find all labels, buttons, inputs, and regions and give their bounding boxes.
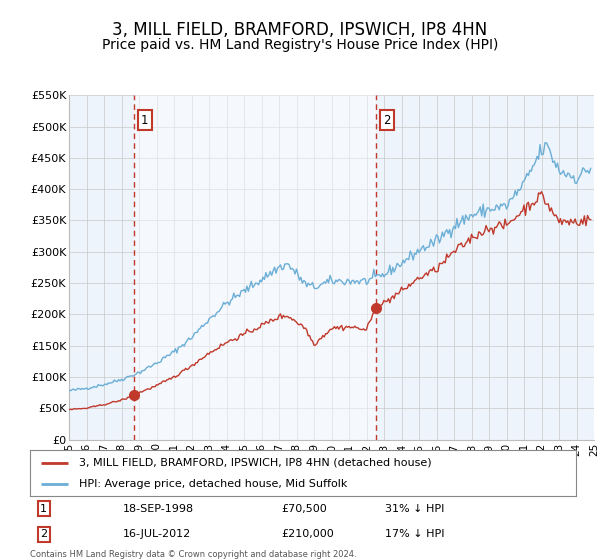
- Text: 18-SEP-1998: 18-SEP-1998: [123, 504, 194, 514]
- Text: 16-JUL-2012: 16-JUL-2012: [123, 529, 191, 539]
- Text: 31% ↓ HPI: 31% ↓ HPI: [385, 504, 444, 514]
- Text: Contains HM Land Registry data © Crown copyright and database right 2024.
This d: Contains HM Land Registry data © Crown c…: [30, 550, 356, 560]
- Text: 2: 2: [40, 529, 47, 539]
- Text: £210,000: £210,000: [281, 529, 334, 539]
- Text: 1: 1: [40, 504, 47, 514]
- Text: 3, MILL FIELD, BRAMFORD, IPSWICH, IP8 4HN (detached house): 3, MILL FIELD, BRAMFORD, IPSWICH, IP8 4H…: [79, 458, 432, 468]
- Text: 2: 2: [383, 114, 391, 127]
- Text: 17% ↓ HPI: 17% ↓ HPI: [385, 529, 445, 539]
- Text: £70,500: £70,500: [281, 504, 327, 514]
- Text: 1: 1: [141, 114, 149, 127]
- Text: HPI: Average price, detached house, Mid Suffolk: HPI: Average price, detached house, Mid …: [79, 479, 347, 489]
- Text: 3, MILL FIELD, BRAMFORD, IPSWICH, IP8 4HN: 3, MILL FIELD, BRAMFORD, IPSWICH, IP8 4H…: [112, 21, 488, 39]
- Bar: [134, 95, 376, 440]
- Text: Price paid vs. HM Land Registry's House Price Index (HPI): Price paid vs. HM Land Registry's House …: [102, 38, 498, 52]
